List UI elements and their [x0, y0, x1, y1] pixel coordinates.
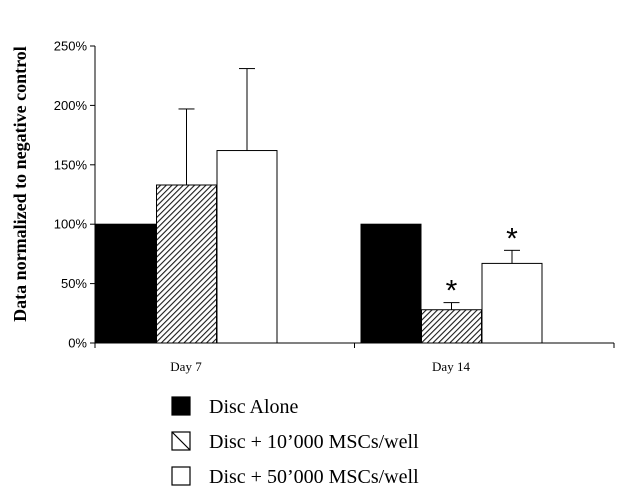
bar-0-1: [360, 223, 422, 344]
legend-label: Disc Alone: [209, 396, 299, 418]
y-axis-label: Data normalized to negative control: [10, 46, 30, 322]
y-tick-label: 250%: [54, 39, 88, 54]
significance-star: *: [446, 275, 458, 308]
y-tick-label: 200%: [54, 98, 88, 113]
y-tick-label: 50%: [61, 276, 87, 291]
bar-1-1: [421, 309, 482, 344]
significance-markers: **: [446, 222, 519, 307]
significance-star: *: [506, 222, 518, 255]
y-tick-label: 100%: [54, 217, 88, 232]
legend-item: Disc Alone: [171, 396, 299, 418]
x-tick-label: Day 14: [432, 359, 470, 374]
bar-0-0: [95, 223, 157, 344]
x-axis-labels: Day 7 Day 14: [170, 359, 470, 374]
legend-swatch: [171, 396, 191, 416]
legend-label: Disc + 10’000 MSCs/well: [209, 431, 419, 453]
legend-swatch-hatch: [171, 431, 191, 451]
error-bars: [178, 68, 520, 310]
bar-2-0: [216, 150, 278, 344]
y-tick-label: 150%: [54, 157, 88, 172]
legend-swatch: [171, 466, 191, 486]
x-tick-label: Day 7: [170, 359, 202, 374]
y-axis-ticks: 0% 50% 100% 150% 200% 250%: [54, 39, 95, 351]
bar-2-1: [481, 262, 543, 344]
legend-label: Disc + 50’000 MSCs/well: [209, 466, 419, 488]
legend: Disc Alone Disc + 10’000 MSCs/well Disc + …: [171, 396, 419, 488]
y-tick-label: 0%: [68, 336, 87, 351]
bars: [95, 150, 543, 344]
legend-item: Disc + 50’000 MSCs/well: [171, 466, 419, 488]
legend-item: Disc + 10’000 MSCs/well: [171, 431, 419, 453]
bar-1-0: [156, 184, 217, 344]
